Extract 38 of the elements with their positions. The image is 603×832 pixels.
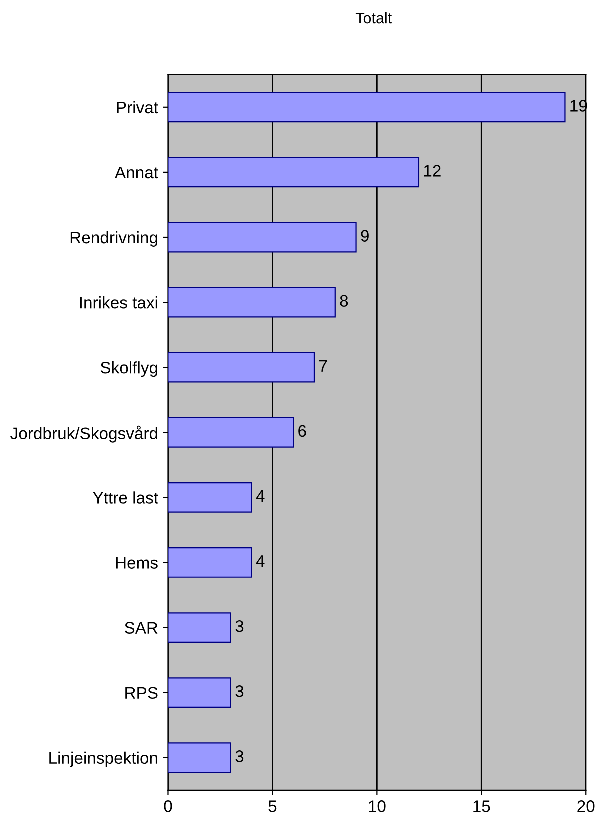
x-tick-label: 10 xyxy=(369,800,386,812)
y-tick-label: Linjeinspektion xyxy=(50,752,158,768)
data-label: 3 xyxy=(236,750,244,762)
y-tick-label: Jordbruk/Skogsvård xyxy=(10,426,158,443)
bar xyxy=(168,287,336,318)
bar xyxy=(168,352,316,383)
data-label: 12 xyxy=(424,165,441,177)
bar xyxy=(168,482,252,513)
bar xyxy=(168,222,357,253)
data-label: 3 xyxy=(236,686,244,698)
y-tick-label: Hems xyxy=(116,557,158,569)
bar xyxy=(168,612,232,643)
y-tick-label: Inrikes taxi xyxy=(80,296,158,309)
y-tick-label: Rendrivning xyxy=(70,231,158,247)
x-tick-label: 15 xyxy=(474,800,490,812)
x-tick-label: 0 xyxy=(164,800,172,812)
x-tick-label: 5 xyxy=(268,800,277,812)
bar xyxy=(168,678,232,708)
chart-title: Totalt xyxy=(356,12,392,24)
data-label: 3 xyxy=(236,620,244,632)
x-tick-label: 20 xyxy=(578,800,595,812)
data-label: 4 xyxy=(256,556,265,568)
data-label: 8 xyxy=(340,295,348,308)
data-label: 6 xyxy=(298,425,306,438)
y-tick-label: SAR xyxy=(125,622,158,634)
y-tick-label: Yttre last xyxy=(93,492,158,504)
bar xyxy=(168,157,420,188)
y-tick-label: Skolflyg xyxy=(100,362,158,378)
y-tick-label: RPS xyxy=(126,687,158,700)
data-label: 4 xyxy=(256,490,265,502)
y-tick-label: Annat xyxy=(114,167,158,179)
bar xyxy=(168,742,232,774)
bar xyxy=(168,548,252,578)
bar xyxy=(168,417,294,448)
data-label: 7 xyxy=(320,360,328,372)
data-label: 9 xyxy=(361,230,369,242)
y-tick-label: Privat xyxy=(117,101,158,114)
bar xyxy=(168,92,566,123)
